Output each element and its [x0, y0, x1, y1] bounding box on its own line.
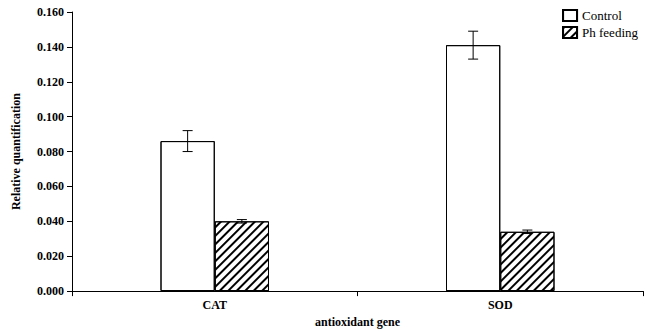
- svg-text:0.040: 0.040: [37, 214, 64, 228]
- svg-text:0.120: 0.120: [37, 75, 64, 89]
- svg-text:SOD: SOD: [488, 298, 513, 312]
- svg-text:0.060: 0.060: [37, 179, 64, 193]
- svg-text:0.020: 0.020: [37, 249, 64, 263]
- svg-text:Control: Control: [582, 8, 622, 23]
- svg-text:0.100: 0.100: [37, 110, 64, 124]
- svg-text:0.140: 0.140: [37, 40, 64, 54]
- svg-text:0.160: 0.160: [37, 5, 64, 19]
- svg-text:CAT: CAT: [203, 298, 227, 312]
- svg-text:0.080: 0.080: [37, 145, 64, 159]
- svg-text:0.000: 0.000: [37, 284, 64, 298]
- svg-text:Ph feeding: Ph feeding: [582, 25, 638, 40]
- svg-text:Relative quantification: Relative quantification: [9, 93, 23, 210]
- svg-text:antioxidant gene: antioxidant gene: [315, 315, 401, 329]
